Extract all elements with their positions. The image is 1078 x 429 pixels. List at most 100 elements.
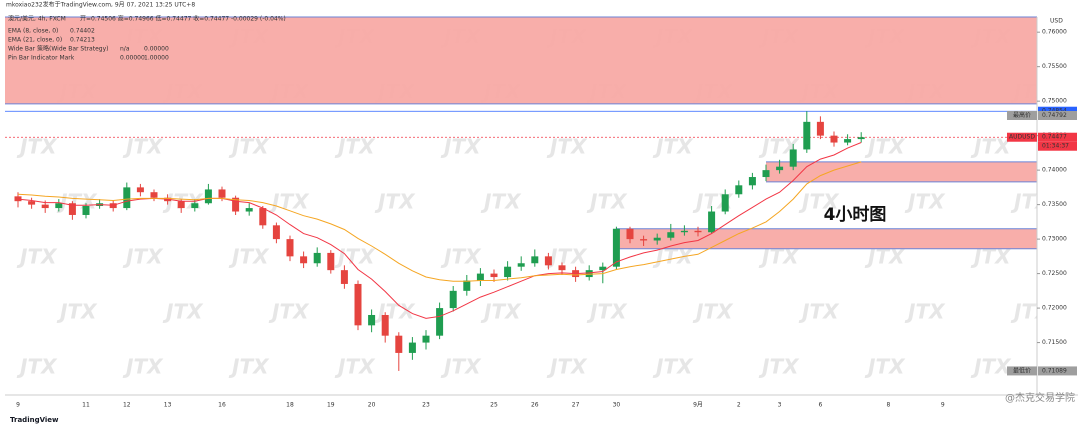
price-axis-bg — [1037, 17, 1078, 395]
candle-body — [41, 204, 49, 209]
watermark: JTX — [228, 355, 270, 379]
x-tick-label: 8 — [886, 402, 890, 409]
watermark: JTX — [122, 245, 164, 269]
candle-body — [735, 185, 743, 195]
candle-body — [191, 203, 199, 209]
candle-body — [28, 201, 36, 205]
indicator-name: Pin Bar Indicator Mark — [8, 55, 75, 62]
candle-body — [55, 203, 63, 209]
candle-body — [82, 206, 90, 215]
watermark: JTX — [758, 355, 800, 379]
watermark: JTX — [480, 300, 522, 324]
price-tag-name-bg — [1007, 111, 1037, 121]
x-tick-label: 20 — [368, 402, 376, 409]
candle-body — [422, 335, 430, 343]
y-tick-label: 0.72000 — [1042, 305, 1067, 312]
candle-body — [313, 252, 321, 264]
indicator-reading: 0.00000 — [120, 55, 145, 62]
watermark: JTX — [228, 245, 270, 269]
x-tick-label: 2 — [737, 402, 741, 409]
candle-body — [218, 189, 226, 198]
price-tag — [1038, 132, 1077, 142]
watermark: JTX — [652, 135, 694, 159]
legend-value: 0.74213 — [70, 37, 95, 44]
watermark: JTX — [334, 135, 376, 159]
candle-body — [803, 121, 811, 150]
candle-body — [463, 280, 471, 291]
symbol-title: 澳元/美元, 4h, FXCM — [8, 15, 66, 23]
candle-body — [354, 283, 362, 326]
x-tick-label: 26 — [531, 402, 539, 409]
candle-body — [653, 237, 661, 241]
watermark: JTX — [334, 355, 376, 379]
candle-body — [830, 135, 838, 143]
price-tag-sub: 01:34:37 — [1042, 143, 1069, 150]
watermark: JTX — [440, 355, 482, 379]
y-tick-label: 0.74000 — [1042, 167, 1067, 174]
candle-body — [544, 256, 552, 266]
price-tag — [1038, 111, 1077, 121]
watermark-credit: @杰克交易学院 — [1005, 391, 1075, 404]
candle-body — [204, 189, 212, 204]
y-tick-label: 0.73500 — [1042, 201, 1067, 208]
candle-body — [626, 228, 634, 240]
candle-body — [123, 187, 131, 209]
watermark: JTX — [864, 135, 906, 159]
x-tick-label: 25 — [490, 402, 498, 409]
candle-body — [667, 232, 675, 238]
watermark: JTX — [798, 300, 840, 324]
candle-body — [300, 256, 308, 264]
x-tick-label: 23 — [422, 402, 430, 409]
candle-body — [612, 228, 620, 267]
watermark: JTX — [16, 245, 58, 269]
watermark: JTX — [16, 355, 58, 379]
candle-body — [680, 230, 688, 233]
price-tag-name: 最低价 — [1013, 366, 1031, 374]
indicator-reading: 1.00000 — [144, 55, 169, 62]
watermark: JTX — [970, 135, 1012, 159]
watermark: JTX — [904, 300, 946, 324]
candle-body — [776, 166, 784, 171]
watermark: JTX — [56, 190, 98, 214]
candle-body — [449, 290, 457, 309]
candle-body — [136, 187, 144, 193]
price-tag-label: 0.71089 — [1042, 367, 1067, 374]
candle-body — [327, 252, 335, 271]
watermark: JTX — [16, 135, 58, 159]
zone — [616, 228, 1037, 249]
price-tag-label: 0.74792 — [1042, 112, 1067, 119]
x-tick-label: 13 — [164, 402, 172, 409]
candle-body — [490, 273, 498, 278]
watermark: JTX — [56, 300, 98, 324]
candle-body — [816, 121, 824, 136]
legend-name: EMA (21, close, 0) — [8, 37, 62, 44]
price-tag-name-bg — [1007, 132, 1037, 142]
x-tick-label: 9 — [16, 402, 20, 409]
price-tag-label: 0.74477 — [1042, 134, 1067, 141]
y-tick-label: 0.71500 — [1042, 339, 1067, 346]
watermark: JTX — [334, 245, 376, 269]
y-tick-label: 0.73000 — [1042, 236, 1067, 243]
zone — [766, 161, 1037, 182]
watermark: JTX — [904, 190, 946, 214]
x-tick-label: 3 — [778, 402, 782, 409]
watermark: JTX — [586, 190, 628, 214]
watermark: JTX — [970, 355, 1012, 379]
watermark: JTX — [122, 135, 164, 159]
watermark: JTX — [798, 190, 840, 214]
candle-body — [340, 270, 348, 284]
watermark: JTX — [440, 245, 482, 269]
candle-body — [721, 194, 729, 212]
publisher: mkoxiao232发布于TradingView.com, 9月 07, 202… — [6, 1, 195, 9]
x-tick-label: 30 — [613, 402, 621, 409]
price-tag-name: 最高价 — [1013, 111, 1031, 119]
candle-body — [14, 196, 22, 202]
candle-body — [694, 230, 702, 233]
candle-body — [150, 192, 158, 198]
y-tick-label: 0.72500 — [1042, 270, 1067, 277]
x-tick-label: 19 — [327, 402, 335, 409]
candle-body — [504, 266, 512, 278]
watermark: JTX — [228, 135, 270, 159]
